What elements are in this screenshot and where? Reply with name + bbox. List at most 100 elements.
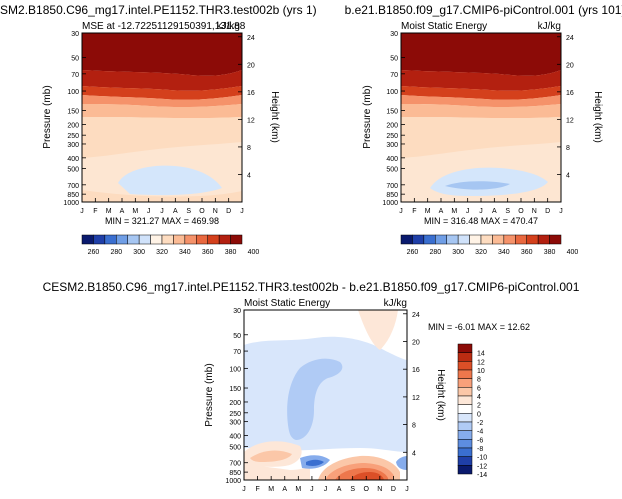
y-tick-label: 150 — [67, 109, 79, 116]
y-tick-label: 850 — [229, 470, 241, 477]
x-tick-label: N — [377, 486, 382, 493]
height-tick-label: 16 — [247, 90, 255, 97]
colorbar-swatch — [469, 234, 482, 245]
y-tick-label: 100 — [229, 366, 241, 373]
x-tick-label: F — [93, 208, 97, 215]
colorbar-label: 14 — [477, 351, 485, 358]
panel2-colorbar: 260 280 300 320 340 360 380 400 — [400, 234, 578, 256]
colorbar-swatch — [457, 430, 473, 440]
colorbar-label: -10 — [477, 455, 487, 462]
colorbar-swatch — [435, 234, 447, 245]
x-tick-label: J — [324, 486, 328, 493]
x-tick-label: J — [147, 208, 151, 215]
colorbar-swatch — [150, 234, 163, 245]
colorbar-label: -12 — [477, 463, 487, 470]
height-tick-label: 24 — [412, 312, 420, 319]
colorbar-swatch — [457, 395, 473, 405]
colorbar-label: -2 — [477, 420, 483, 427]
height-tick-label: 12 — [247, 117, 255, 124]
colorbar-label: 260 — [88, 249, 100, 256]
colorbar-swatch — [492, 234, 505, 245]
x-tick-label: A — [337, 486, 342, 493]
y-tick-label: 50 — [390, 56, 398, 63]
y-tick-label: 50 — [233, 333, 241, 340]
colorbar-swatch — [457, 465, 473, 475]
x-tick-label: S — [186, 208, 191, 215]
colorbar-label: 2 — [477, 403, 481, 410]
colorbar-swatch — [549, 234, 562, 245]
x-tick-label: D — [391, 486, 396, 493]
panel2-height-ticks: 24 20 16 12 8 4 — [557, 35, 574, 179]
y-tick-label: 30 — [233, 308, 241, 315]
colorbar-swatch — [457, 447, 473, 457]
colorbar-swatch — [412, 234, 425, 245]
colorbar-swatch — [457, 361, 473, 371]
y-tick-label: 250 — [67, 133, 79, 140]
x-tick-label: M — [451, 208, 457, 215]
y-tick-label: 70 — [233, 349, 241, 356]
x-tick-label: M — [106, 208, 112, 215]
colorbar-swatch — [127, 234, 140, 245]
panel1-ylabel-right: Height (km) — [269, 91, 280, 143]
x-tick-label: O — [364, 486, 370, 493]
colorbar-label: 300 — [452, 249, 464, 256]
panel1-colorbar: 260 280 300 320 340 360 380 400 — [81, 234, 260, 256]
height-tick-label: 20 — [412, 339, 420, 346]
panel3-plot — [243, 309, 408, 481]
panel1-plot — [81, 32, 243, 203]
colorbar-swatch — [457, 439, 473, 449]
panel2-units: kJ/kg — [538, 21, 561, 32]
colorbar-swatch — [93, 234, 106, 245]
y-tick-label: 300 — [386, 142, 398, 149]
x-tick-label: M — [295, 486, 301, 493]
colorbar-label: 380 — [544, 249, 556, 256]
colorbar-label: 0 — [477, 411, 481, 418]
height-tick-label: 4 — [412, 450, 416, 457]
x-tick-label: D — [545, 208, 550, 215]
colorbar-swatch — [446, 234, 459, 245]
panel3-subtitle-left: Moist Static Energy — [244, 298, 330, 309]
x-tick-label: J — [80, 208, 84, 215]
colorbar-swatch — [104, 234, 117, 245]
y-tick-label: 850 — [67, 192, 79, 199]
colorbar-label: -14 — [477, 472, 487, 479]
x-tick-label: J — [405, 486, 409, 493]
colorbar-label: 360 — [202, 249, 214, 256]
y-tick-label: 1000 — [63, 200, 79, 207]
x-tick-label: O — [199, 208, 205, 215]
colorbar-swatch — [480, 234, 493, 245]
y-tick-label: 400 — [386, 156, 398, 163]
colorbar-label: 280 — [110, 249, 122, 256]
x-tick-label: S — [505, 208, 510, 215]
panel3-stats: MIN = -6.01 MAX = 12.62 — [428, 322, 530, 332]
y-tick-label: 100 — [386, 89, 398, 96]
colorbar-swatch — [116, 234, 128, 245]
colorbar-swatch — [457, 387, 473, 397]
height-tick-label: 20 — [566, 62, 574, 69]
colorbar-swatch — [196, 234, 208, 245]
y-tick-label: 150 — [229, 386, 241, 393]
y-tick-label: 100 — [67, 89, 79, 96]
x-tick-label: D — [226, 208, 231, 215]
panel-difference: CESM2.B1850.C96_mg17.intel.PE1152.THR3.t… — [43, 280, 580, 493]
y-tick-label: 1000 — [382, 200, 398, 207]
colorbar-label: 320 — [475, 249, 487, 256]
panel3-ylabel-right: Height (km) — [435, 369, 446, 421]
colorbar-label: -8 — [477, 446, 483, 453]
colorbar-label: 400 — [248, 249, 260, 256]
colorbar-swatch — [537, 234, 550, 245]
colorbar-label: 6 — [477, 385, 481, 392]
colorbar-swatch — [184, 234, 197, 245]
panel1-stats: MIN = 321.27 MAX = 469.98 — [105, 216, 219, 226]
panel3-units: kJ/kg — [384, 298, 407, 309]
colorbar-swatch — [138, 234, 151, 245]
panel2-stats: MIN = 316.48 MAX = 470.47 — [424, 216, 538, 226]
panel3-ylabel: Pressure (mb) — [204, 363, 215, 426]
colorbar-label: 340 — [179, 249, 191, 256]
colorbar-swatch — [457, 352, 473, 362]
colorbar-swatch — [457, 378, 473, 388]
